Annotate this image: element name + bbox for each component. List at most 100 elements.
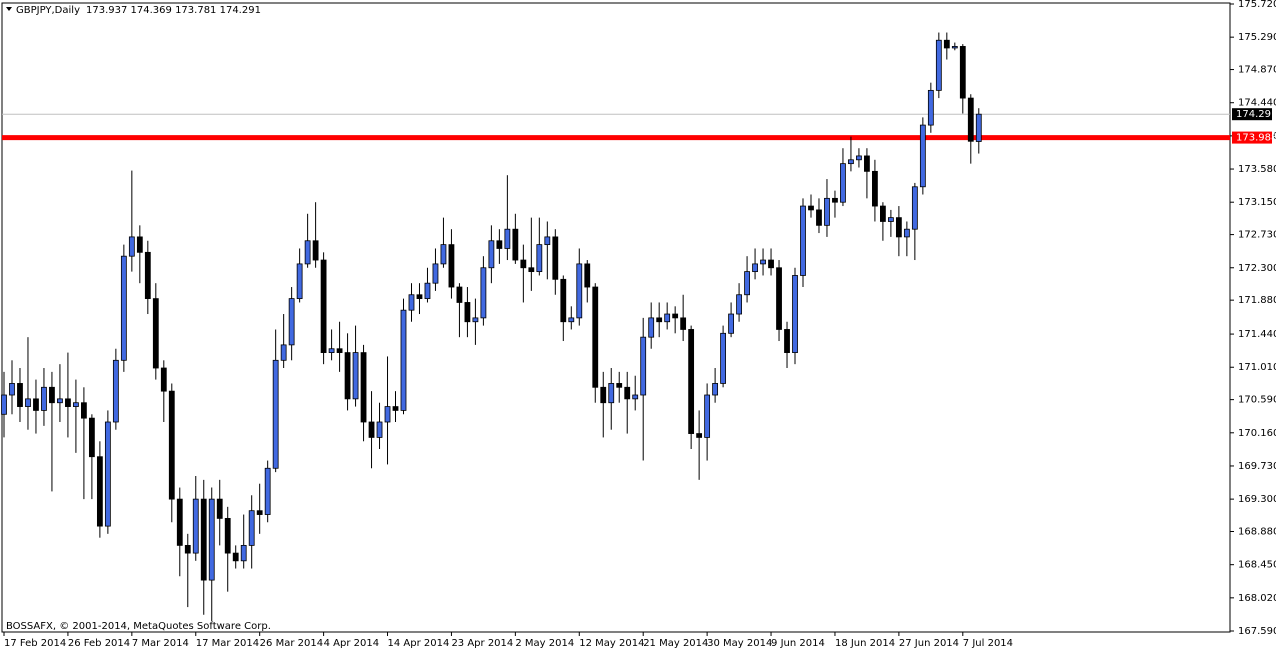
candle-body bbox=[480, 267, 487, 319]
candle-body bbox=[376, 421, 383, 438]
candle-body bbox=[584, 263, 591, 288]
candle-body bbox=[664, 313, 671, 323]
candle-body bbox=[728, 313, 734, 334]
candle-body bbox=[768, 259, 774, 269]
candle-body bbox=[280, 344, 287, 361]
candle-body bbox=[232, 552, 239, 562]
candle-body bbox=[840, 163, 846, 203]
chart-title: GBPJPY,Daily bbox=[16, 5, 80, 16]
candle-body bbox=[648, 317, 655, 338]
menu-arrow bbox=[6, 7, 12, 11]
candle-body bbox=[9, 383, 15, 396]
candle-body bbox=[792, 275, 798, 353]
candle-body bbox=[49, 386, 55, 404]
candle-body bbox=[544, 236, 551, 246]
candle-body bbox=[272, 359, 279, 469]
candle-body bbox=[248, 510, 255, 546]
candle-body bbox=[296, 263, 303, 300]
candle-body bbox=[832, 197, 838, 203]
x-tick-label: 17 Feb 2014 bbox=[4, 638, 66, 649]
candle-body bbox=[408, 294, 415, 311]
candle-body bbox=[680, 317, 687, 330]
header-values: 173.937 174.369 173.781 174.291 bbox=[86, 5, 261, 16]
y-tick-label: 172.730 bbox=[1238, 230, 1276, 241]
candle-body bbox=[576, 263, 583, 319]
candle-body bbox=[96, 456, 103, 527]
candle-body bbox=[632, 394, 639, 400]
y-tick-label: 167.590 bbox=[1238, 626, 1276, 637]
y-tick-label: 174.870 bbox=[1238, 65, 1276, 76]
y-tick-label: 170.160 bbox=[1238, 428, 1276, 439]
candle-body bbox=[927, 89, 934, 126]
x-tick-label: 26 Mar 2014 bbox=[260, 638, 323, 649]
candle-body bbox=[288, 298, 295, 346]
candle-body bbox=[744, 271, 750, 296]
candle-body bbox=[312, 240, 319, 261]
candle-body bbox=[432, 263, 439, 284]
candle-body bbox=[656, 317, 663, 323]
last-price-box bbox=[1232, 108, 1272, 121]
candle-body bbox=[640, 336, 647, 396]
candle-body bbox=[848, 159, 854, 165]
candle-body bbox=[624, 386, 631, 400]
y-tick-label: 170.590 bbox=[1238, 395, 1276, 406]
candle-body bbox=[536, 244, 543, 273]
candle-body bbox=[88, 417, 95, 458]
candle-body bbox=[224, 518, 231, 554]
candle-body bbox=[943, 39, 950, 49]
candle-body bbox=[864, 155, 870, 172]
candle-body bbox=[800, 205, 806, 276]
candle-body bbox=[672, 313, 679, 319]
candle-body bbox=[895, 217, 902, 238]
candle-body bbox=[880, 205, 886, 222]
candle-body bbox=[448, 244, 455, 288]
candle-body bbox=[568, 317, 575, 323]
candle-body bbox=[192, 498, 199, 554]
candle-body bbox=[760, 259, 766, 265]
candle-body bbox=[712, 383, 719, 396]
x-tick-label: 12 May 2014 bbox=[579, 638, 644, 649]
candle-body bbox=[959, 46, 966, 99]
candle-body bbox=[33, 398, 39, 411]
x-tick-label: 30 May 2014 bbox=[707, 638, 772, 649]
candle-body bbox=[344, 352, 351, 400]
candle-body bbox=[616, 383, 623, 388]
candle-body bbox=[256, 510, 263, 515]
candle-body bbox=[608, 383, 615, 404]
candle-body bbox=[464, 302, 471, 323]
y-tick-label: 173.150 bbox=[1238, 197, 1276, 208]
candle-body bbox=[600, 386, 607, 404]
candle-body bbox=[264, 467, 271, 515]
x-tick-label: 7 Mar 2014 bbox=[132, 638, 189, 649]
candle-body bbox=[144, 251, 151, 300]
candle-body bbox=[592, 286, 599, 388]
candle-body bbox=[752, 263, 758, 273]
hline-box bbox=[1232, 131, 1272, 144]
candle-body bbox=[720, 332, 726, 384]
x-tick-label: 18 Jun 2014 bbox=[835, 638, 895, 649]
candle-body bbox=[216, 498, 223, 519]
candle-body bbox=[552, 236, 559, 280]
candle-body bbox=[136, 236, 143, 253]
x-tick-label: 9 Jun 2014 bbox=[771, 638, 825, 649]
x-tick-label: 23 Apr 2014 bbox=[451, 638, 513, 649]
candle-body bbox=[951, 46, 958, 49]
candle-body bbox=[440, 244, 447, 265]
candle-body bbox=[73, 402, 79, 407]
candle-body bbox=[17, 383, 23, 407]
candle-body bbox=[400, 309, 407, 411]
y-tick-label: 169.300 bbox=[1238, 494, 1276, 505]
candle-body bbox=[903, 228, 910, 238]
candle-body bbox=[176, 498, 183, 546]
candle-body bbox=[911, 186, 918, 230]
candle-body bbox=[352, 352, 359, 400]
x-tick-label: 14 Apr 2014 bbox=[388, 638, 450, 649]
candle-body bbox=[688, 329, 695, 434]
candle-body bbox=[208, 498, 215, 581]
x-tick-label: 4 Apr 2014 bbox=[324, 638, 379, 649]
y-tick-label: 168.450 bbox=[1238, 560, 1276, 571]
candle-body bbox=[472, 317, 479, 323]
candle-body bbox=[360, 352, 367, 423]
plot-frame bbox=[1, 2, 1231, 633]
